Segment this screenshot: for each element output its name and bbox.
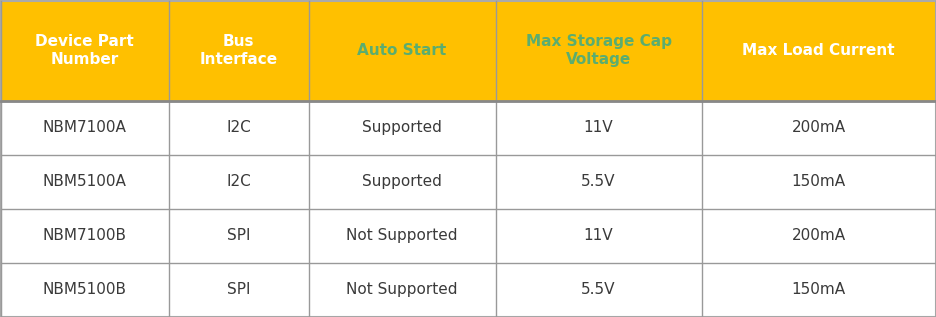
Text: Max Load Current: Max Load Current xyxy=(742,43,895,58)
Bar xyxy=(168,154,309,209)
Text: Auto Start: Auto Start xyxy=(358,43,446,58)
Bar xyxy=(309,1,495,100)
Text: NBM5100A: NBM5100A xyxy=(42,174,126,189)
Text: 11V: 11V xyxy=(584,228,613,243)
Bar xyxy=(495,154,701,209)
Text: SPI: SPI xyxy=(227,282,250,297)
Text: 11V: 11V xyxy=(584,120,613,135)
Bar xyxy=(701,209,935,262)
Text: 200mA: 200mA xyxy=(792,228,845,243)
Bar xyxy=(168,100,309,154)
Text: I2C: I2C xyxy=(227,174,251,189)
Text: Not Supported: Not Supported xyxy=(346,228,458,243)
Bar xyxy=(168,262,309,316)
Bar xyxy=(495,100,701,154)
Text: SPI: SPI xyxy=(227,228,250,243)
Bar xyxy=(701,100,935,154)
Text: Supported: Supported xyxy=(362,120,442,135)
Bar xyxy=(1,100,168,154)
Bar xyxy=(168,1,309,100)
Bar xyxy=(701,262,935,316)
Bar xyxy=(701,1,935,100)
Text: Max Storage Cap
Voltage: Max Storage Cap Voltage xyxy=(525,34,671,67)
Bar xyxy=(309,262,495,316)
Text: Not Supported: Not Supported xyxy=(346,282,458,297)
Text: 150mA: 150mA xyxy=(792,282,845,297)
Bar xyxy=(309,209,495,262)
Text: NBM7100A: NBM7100A xyxy=(42,120,126,135)
Text: 150mA: 150mA xyxy=(792,174,845,189)
Text: I2C: I2C xyxy=(227,120,251,135)
Text: NBM7100B: NBM7100B xyxy=(42,228,126,243)
Bar xyxy=(1,209,168,262)
Text: 5.5V: 5.5V xyxy=(581,174,616,189)
Bar xyxy=(701,154,935,209)
Bar xyxy=(495,209,701,262)
Text: 200mA: 200mA xyxy=(792,120,845,135)
Text: 5.5V: 5.5V xyxy=(581,282,616,297)
Text: Bus
Interface: Bus Interface xyxy=(199,34,278,67)
Bar xyxy=(309,154,495,209)
Text: NBM5100B: NBM5100B xyxy=(42,282,126,297)
Bar xyxy=(495,1,701,100)
Bar xyxy=(495,262,701,316)
Text: Supported: Supported xyxy=(362,174,442,189)
Bar xyxy=(1,262,168,316)
Bar xyxy=(309,100,495,154)
Bar xyxy=(1,154,168,209)
Bar xyxy=(168,209,309,262)
Bar xyxy=(1,1,168,100)
Text: Device Part
Number: Device Part Number xyxy=(36,34,134,67)
